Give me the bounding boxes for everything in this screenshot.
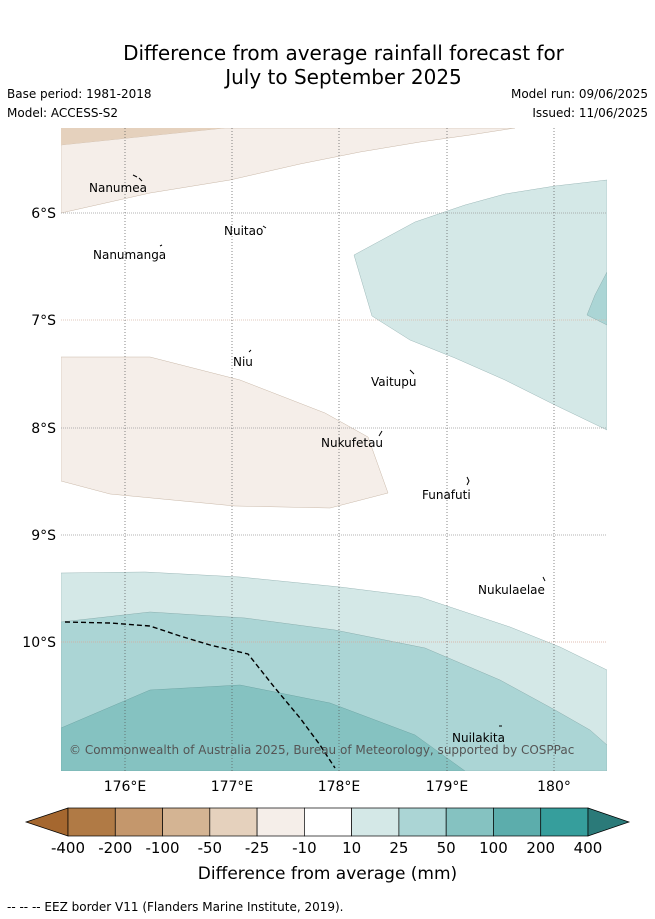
island-label-niu: Niu — [233, 355, 253, 369]
colorbar-segment — [445, 807, 494, 837]
latitude-axis: 6°S 7°S 8°S 9°S 10°S — [22, 206, 56, 651]
colorbar-segment — [114, 807, 163, 837]
lon-tick-178e: 178°E — [318, 779, 361, 795]
island-label-funafuti: Funafuti — [422, 488, 471, 502]
colorbar-segment — [540, 807, 589, 837]
lat-tick-7s: 7°S — [31, 313, 56, 329]
island-label-nuitao: Nuitao — [224, 224, 263, 238]
colorbar-segment — [209, 807, 258, 837]
colorbar-ticks: -400 -200 -100 -50 -25 -10 10 25 50 100 200 400 — [51, 839, 602, 857]
island-label-vaitupu: Vaitupu — [371, 375, 417, 389]
contour-wet-50-south — [61, 684, 466, 771]
model-name: Model: ACCESS-S2 — [7, 106, 119, 120]
lat-tick-6s: 6°S — [31, 206, 56, 222]
lat-tick-9s: 9°S — [31, 528, 56, 544]
base-period: Base period: 1981-2018 — [7, 87, 152, 101]
contour-wet-10 — [353, 179, 607, 431]
lat-tick-8s: 8°S — [31, 421, 56, 437]
copyright-notice: © Commonwealth of Australia 2025, Bureau… — [69, 743, 574, 757]
lon-tick-180: 180° — [537, 779, 571, 795]
contour-dry-10 — [61, 128, 516, 214]
island-label-nukufetau: Nukufetau — [321, 436, 383, 450]
lon-tick-179e: 179°E — [426, 779, 469, 795]
contour-dry-10-mid — [61, 356, 389, 509]
colorbar — [24, 807, 631, 837]
lon-tick-176e: 176°E — [104, 779, 147, 795]
colorbar-tick-label: -200 — [98, 839, 132, 857]
island-label-nukulaelae: Nukulaelae — [478, 583, 545, 597]
eez-border-line — [64, 621, 336, 769]
contour-wet-25-edge — [586, 271, 607, 326]
colorbar-arrow-left — [24, 807, 69, 837]
contour-dry-25 — [61, 128, 225, 145]
longitude-axis: 176°E 177°E 178°E 179°E 180° — [104, 779, 571, 795]
island-marks — [132, 174, 546, 727]
island-label-nuilakita: Nuilakita — [452, 731, 505, 745]
colorbar-tick-label: -400 — [51, 839, 85, 857]
colorbar-tick-label: 50 — [437, 839, 456, 857]
colorbar-segment — [162, 807, 211, 837]
colorbar-tick-label: 400 — [574, 839, 603, 857]
map-area: Nanumea Nuitao Nanumanga Niu Vaitupu Nuk… — [61, 128, 607, 771]
colorbar-segment — [256, 807, 305, 837]
lat-tick-10s: 10°S — [22, 635, 56, 651]
colorbar-tick-label: 100 — [479, 839, 508, 857]
gridlines — [61, 128, 607, 771]
colorbar-segment — [304, 807, 352, 837]
colorbar-segment — [351, 807, 400, 837]
colorbar-tick-label: 200 — [526, 839, 555, 857]
colorbar-tick-label: -100 — [146, 839, 180, 857]
colorbar-tick-label: 10 — [342, 839, 361, 857]
colorbar-arrow-right — [587, 807, 631, 837]
eez-legend-text: -- -- -- EEZ border V11 (Flanders Marine… — [7, 900, 344, 914]
colorbar-tick-label: -25 — [245, 839, 270, 857]
issued-date: Issued: 11/06/2025 — [532, 106, 648, 120]
lon-tick-177e: 177°E — [211, 779, 254, 795]
chart-title-line2: July to September 2025 — [225, 65, 462, 89]
colorbar-tick-label: -10 — [292, 839, 317, 857]
colorbar-title: Difference from average (mm) — [197, 864, 458, 884]
chart-title-line1: Difference from average rainfall forecas… — [123, 41, 564, 65]
island-label-nanumanga: Nanumanga — [93, 248, 166, 262]
island-label-nanumea: Nanumea — [89, 181, 147, 195]
colorbar-segment — [67, 807, 116, 837]
colorbar-tick-label: 25 — [389, 839, 408, 857]
model-run: Model run: 09/06/2025 — [510, 87, 648, 101]
colorbar-segment — [493, 807, 542, 837]
colorbar-tick-label: -50 — [198, 839, 223, 857]
colorbar-segment — [398, 807, 447, 837]
